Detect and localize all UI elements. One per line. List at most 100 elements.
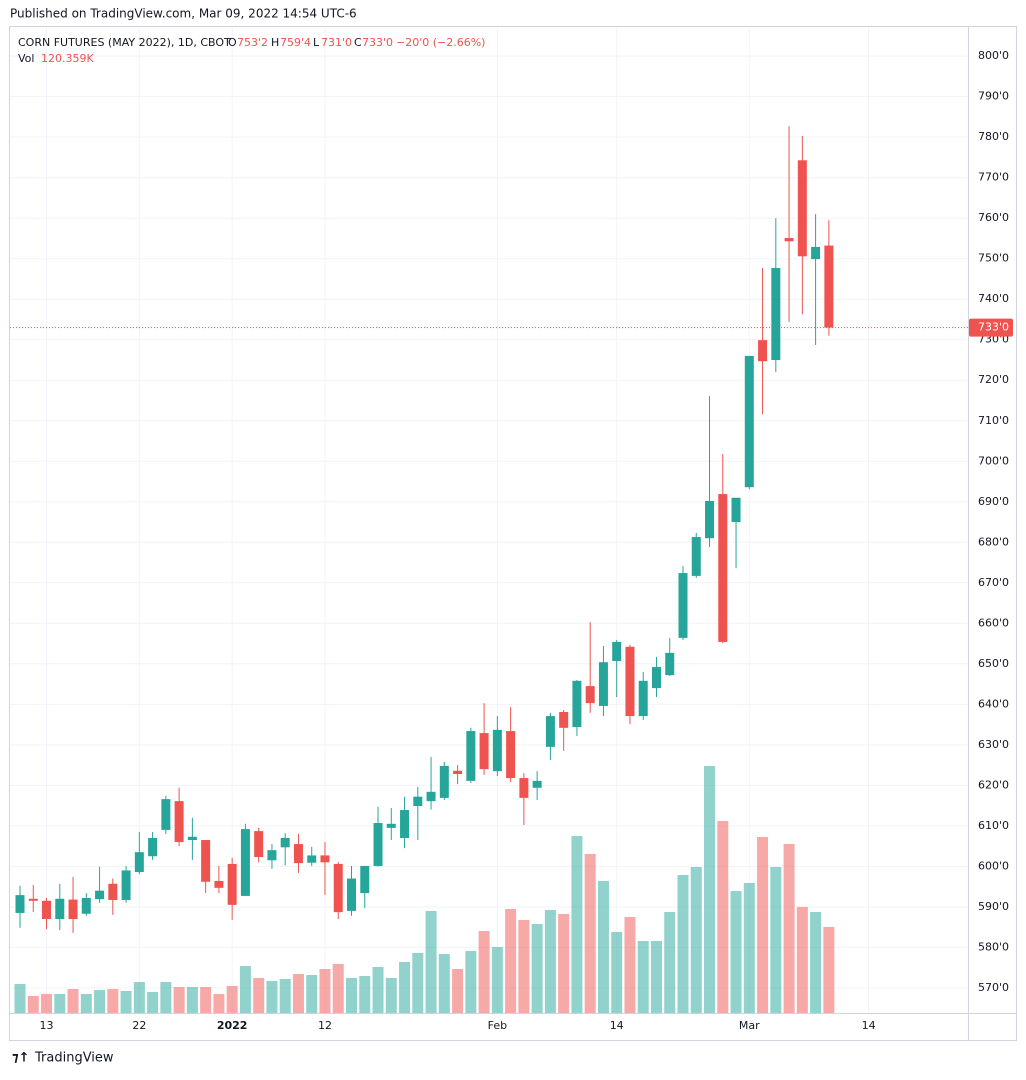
y-tick-label: 800'0 (978, 49, 1009, 62)
candle-body (691, 537, 701, 576)
volume-bar (266, 981, 278, 1013)
o-value: 753'2 (237, 36, 268, 49)
candle-body (108, 883, 118, 900)
volume-bar (399, 962, 411, 1013)
volume-bar (372, 967, 384, 1013)
volume-bar (438, 954, 450, 1013)
candle-body (492, 729, 502, 772)
candle-body (254, 831, 264, 858)
y-tick-label: 700'0 (978, 454, 1009, 467)
candle-body (42, 900, 52, 920)
candle-body (638, 680, 648, 717)
volume-bar (597, 881, 609, 1013)
volume-bar (558, 914, 570, 1013)
candle-body (360, 865, 370, 894)
volume-bar (664, 912, 676, 1013)
candle-body (731, 497, 741, 523)
l-label: L (313, 36, 320, 49)
candle-body (506, 731, 516, 779)
candle-body (678, 573, 688, 638)
volume-bar (571, 836, 583, 1013)
volume-bar (107, 989, 119, 1013)
candle-body (121, 870, 131, 900)
volume-bar (757, 837, 769, 1013)
candle-body (797, 160, 807, 257)
candle-body (784, 238, 794, 242)
volume-bar (505, 909, 517, 1013)
change: −20'0 (−2.66%) (396, 36, 485, 49)
x-tick-label: Mar (739, 1019, 760, 1032)
candle-body (15, 895, 25, 913)
candle-body (439, 765, 449, 798)
volume-bar (717, 821, 729, 1013)
y-tick-label: 620'0 (978, 778, 1009, 791)
volume (14, 766, 835, 1013)
volume-bar (319, 969, 331, 1013)
candle-body (625, 646, 635, 717)
candle-body (532, 780, 542, 788)
x-tick-label: 13 (40, 1019, 54, 1032)
volume-bar (279, 979, 291, 1013)
candle-body (559, 712, 569, 728)
y-tick-label: 740'0 (978, 292, 1009, 305)
candle-body (453, 770, 463, 774)
candle-body (161, 799, 171, 830)
volume-bar (584, 854, 596, 1013)
y-tick-label: 600'0 (978, 859, 1009, 872)
y-tick-label: 720'0 (978, 373, 1009, 386)
volume-bar (160, 982, 172, 1013)
y-tick-label: 760'0 (978, 211, 1009, 224)
volume-bar (690, 867, 702, 1013)
candle-body (651, 667, 661, 689)
candle-body (665, 652, 675, 676)
volume-bar (491, 947, 503, 1013)
candle-body (307, 855, 317, 863)
volume-bar (292, 974, 304, 1013)
volume-bar (67, 989, 79, 1013)
x-tick-label: 2022 (217, 1019, 248, 1032)
volume-bar (624, 917, 636, 1013)
ohlc-legend: O 753'2 H 759'4 L 731'0 C 733'0 −20'0 (−… (228, 36, 485, 49)
candle-body (572, 680, 582, 728)
candle-body (758, 340, 768, 362)
y-tick-label: 650'0 (978, 657, 1009, 670)
footer-logo: ⁊↑ (12, 1051, 30, 1066)
volume-bar (80, 994, 92, 1013)
volume-bar (518, 920, 530, 1013)
candle-body (214, 880, 224, 888)
candle-body (95, 890, 105, 900)
candle-body (240, 829, 250, 896)
volume-bar (120, 991, 132, 1013)
o-label: O (228, 36, 237, 49)
volume-bar (650, 941, 662, 1013)
y-tick-label: 570'0 (978, 981, 1009, 994)
volume-bar (452, 969, 464, 1013)
candle-body (466, 731, 476, 781)
vol-value: 120.359K (41, 52, 94, 65)
volume-bar (637, 941, 649, 1013)
y-tick-label: 640'0 (978, 697, 1009, 710)
candle-body (400, 810, 410, 838)
y-tick-label: 660'0 (978, 616, 1009, 629)
candle-body (55, 898, 65, 920)
volume-bar (531, 924, 543, 1013)
volume-bar (385, 978, 397, 1013)
y-tick-label: 680'0 (978, 535, 1009, 548)
candle-body (585, 686, 595, 704)
candle-body (612, 641, 622, 661)
candles (10, 126, 968, 933)
candle-body (545, 716, 555, 747)
candle-body (134, 852, 144, 873)
volume-bar (346, 978, 357, 1013)
candle-body (744, 355, 754, 488)
candle-body (28, 898, 38, 901)
candle-body (227, 863, 237, 905)
candle-body (187, 836, 197, 841)
y-tick-label: 610'0 (978, 819, 1009, 832)
volume-bar (412, 953, 424, 1013)
volume-bar (27, 996, 39, 1013)
volume-bar (173, 987, 185, 1013)
y-tick-label: 690'0 (978, 495, 1009, 508)
